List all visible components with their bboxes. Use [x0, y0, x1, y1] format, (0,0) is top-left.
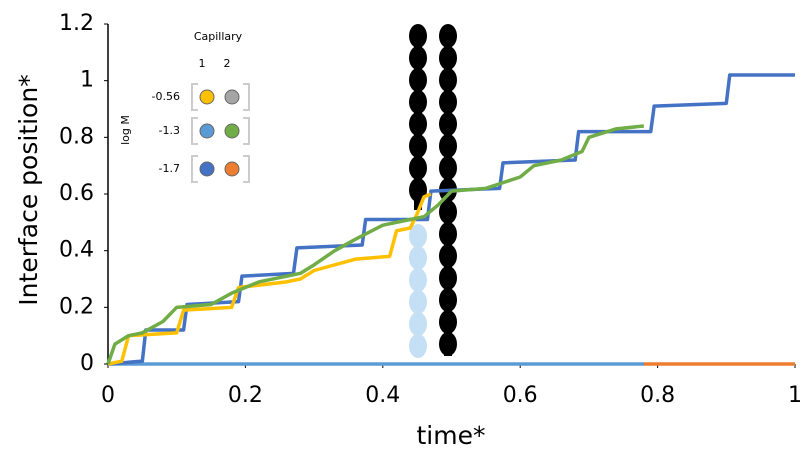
series-line [107, 73, 795, 366]
legend-swatch [199, 161, 215, 177]
legend-bracket [191, 83, 250, 111]
x-tick-label: 0.6 [503, 383, 538, 408]
legend-swatch [224, 123, 240, 139]
x-tick-label: 0.4 [365, 383, 400, 408]
series-line [107, 192, 432, 366]
legend-title: Capillary [194, 30, 243, 43]
x-tick-label: 0.2 [228, 383, 263, 408]
legend-swatch [224, 89, 240, 105]
y-tick-label: 1 [80, 68, 94, 93]
y-tick-label: 0.6 [59, 181, 94, 206]
legend-row-label: -0.56 [152, 90, 180, 103]
legend-swatch [199, 89, 215, 105]
y-axis-label: Interface position* [14, 74, 43, 305]
series-line [106, 124, 645, 365]
y-tick-label: 1.2 [59, 11, 94, 36]
legend-swatch [199, 123, 215, 139]
x-tick-label: 0.8 [640, 383, 675, 408]
legend-swatch [224, 161, 240, 177]
capillary-channel [414, 236, 422, 356]
legend-column-label: 2 [224, 57, 231, 70]
x-tick-label: 1 [788, 383, 802, 408]
y-tick-label: 0.8 [59, 124, 94, 149]
legend-column-label: 1 [199, 57, 206, 70]
x-tick-label: 0 [101, 383, 115, 408]
y-tick-label: 0.4 [59, 238, 94, 263]
legend-bracket [191, 155, 250, 183]
legend-row-label: -1.3 [159, 124, 180, 137]
x-axis-label: time* [417, 421, 486, 450]
capillary-channel [414, 36, 422, 210]
legend-bracket [191, 117, 250, 145]
y-tick-label: 0 [80, 351, 94, 376]
legend-row-title: log M [119, 115, 132, 145]
y-tick-label: 0.2 [59, 294, 94, 319]
legend-row-label: -1.7 [159, 162, 180, 175]
